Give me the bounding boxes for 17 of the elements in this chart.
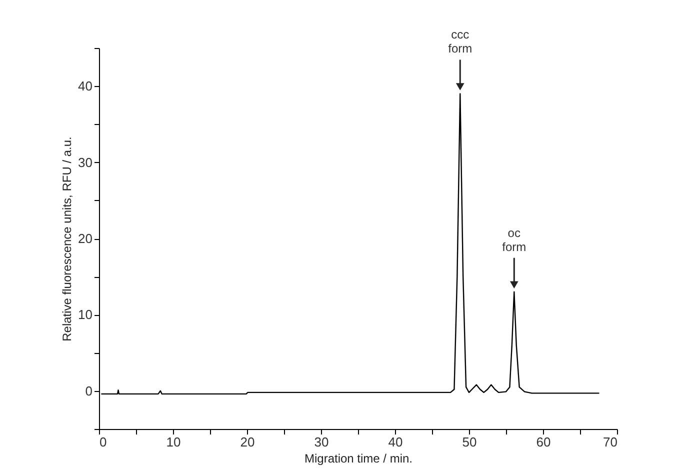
y-tick-label: 30: [78, 154, 92, 170]
annotation: ccc form: [448, 28, 472, 56]
y-axis-title: Relative fluorescence units, RFU / a.u.: [60, 136, 74, 342]
x-tick-label: 0: [100, 434, 107, 450]
x-tick-label: 70: [603, 434, 618, 450]
x-tick-label: 10: [166, 434, 181, 450]
y-tick-label: 0: [85, 383, 92, 398]
x-tick-label: 20: [240, 434, 255, 450]
y-tick-label: 20: [78, 231, 92, 246]
annotation: oc form: [502, 226, 526, 254]
y-tick-label: 10: [78, 307, 92, 322]
x-tick-label: 50: [462, 434, 477, 450]
x-axis-title: Migration time / min.: [304, 452, 413, 466]
x-tick-label: 30: [314, 434, 329, 450]
x-tick-label: 60: [536, 434, 551, 450]
y-tick-label: 40: [78, 78, 92, 94]
x-tick-label: 40: [388, 434, 403, 450]
